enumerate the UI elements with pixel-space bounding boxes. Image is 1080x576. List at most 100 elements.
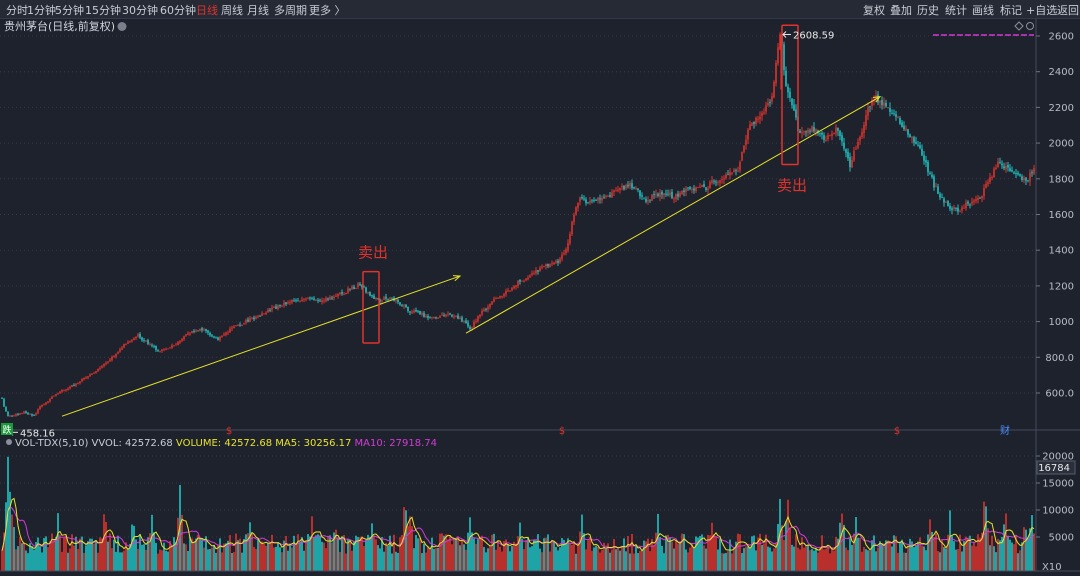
volume-bar [411, 526, 413, 571]
volume-bar [307, 534, 309, 571]
volume-bar [267, 543, 269, 571]
volume-bar [829, 553, 831, 571]
volume-bar [217, 545, 219, 571]
volume-bar [583, 533, 585, 571]
volume-bar [569, 543, 571, 571]
candle-body [611, 192, 613, 198]
candle-body [147, 340, 149, 345]
candle-body [61, 390, 63, 392]
candle-body [457, 315, 459, 319]
candle-body [519, 279, 521, 282]
candle-body [727, 173, 729, 175]
tool-button-2[interactable]: 历史 [917, 4, 939, 17]
volume-bar [485, 552, 487, 571]
candle-body [643, 197, 645, 199]
candle-body [605, 196, 607, 198]
volume-bar [647, 538, 649, 571]
tool-button-3[interactable]: 统计 [945, 4, 967, 17]
volume-bar [701, 534, 703, 571]
period-tab-0[interactable]: 分时 [6, 4, 28, 17]
candle-body [623, 185, 625, 190]
period-tab-10[interactable]: 更多 〉 [309, 4, 346, 17]
volume-bar [291, 547, 293, 571]
volume-bar [751, 536, 753, 571]
tool-button-7[interactable]: 返回 [1057, 4, 1079, 17]
volume-bar [247, 533, 249, 571]
volume-bar [383, 551, 385, 571]
volume-bar [667, 534, 669, 571]
volume-bar [467, 532, 469, 571]
candle-body [779, 34, 781, 49]
volume-bar [679, 542, 681, 571]
volume-bar [101, 538, 103, 571]
volume-bar [925, 550, 927, 571]
volume-bar [965, 536, 967, 571]
candle-body [109, 359, 111, 362]
volume-bar [337, 537, 339, 571]
period-tab-7[interactable]: 周线 [221, 4, 243, 17]
volume-bar [19, 536, 21, 571]
candle-body [283, 302, 285, 306]
volume-bar [793, 546, 795, 571]
period-tab-8[interactable]: 月线 [247, 4, 269, 17]
candle-body [259, 315, 261, 317]
volume-bar [669, 537, 671, 571]
volume-bar [477, 539, 479, 571]
tool-button-5[interactable]: 标记 [1000, 4, 1022, 17]
volume-bar [909, 538, 911, 571]
volume-bar [157, 553, 159, 571]
volume-bar [1019, 550, 1021, 571]
period-tab-2[interactable]: 5分钟 [55, 4, 84, 17]
volume-bar [517, 536, 519, 571]
period-tab-3[interactable]: 15分钟 [85, 4, 121, 17]
period-tab-5[interactable]: 60分钟 [160, 4, 196, 17]
volume-bar [881, 543, 883, 571]
candle-body [49, 398, 51, 402]
period-tab-4[interactable]: 30分钟 [122, 4, 158, 17]
price-tick-label: 1600 [1049, 210, 1074, 221]
candle-body [133, 338, 135, 341]
volume-bar [119, 552, 121, 571]
candle-body [667, 193, 669, 195]
candle-body [1001, 163, 1003, 166]
candle-body [737, 170, 739, 172]
candle-body [771, 95, 773, 102]
candlesticks [1, 32, 1035, 417]
candle-body [397, 299, 399, 302]
volume-bar [931, 531, 933, 571]
candle-body [607, 196, 609, 197]
candle-body [415, 310, 417, 312]
candle-body [691, 189, 693, 191]
volume-bar [55, 536, 57, 571]
candle-body [13, 415, 15, 417]
volume-bar [353, 541, 355, 571]
period-tab-1[interactable]: 1分钟 [27, 4, 56, 17]
volume-bar [699, 536, 701, 571]
volume-ma5-line [1, 497, 1035, 552]
candle-body [429, 317, 431, 319]
candle-body [25, 411, 27, 413]
tool-button-0[interactable]: 复权 [863, 4, 885, 17]
tool-button-4[interactable]: 画线 [972, 4, 994, 17]
tool-button-6[interactable]: +自选 [1026, 4, 1058, 17]
volume-bar [35, 542, 37, 571]
volume-bar [471, 532, 473, 571]
volume-bar [535, 540, 537, 571]
candle-body [149, 344, 151, 346]
volume-bar [469, 517, 471, 571]
candle-body [383, 297, 385, 300]
candle-body [799, 130, 801, 133]
volume-bar [563, 539, 565, 571]
candle-body [707, 188, 709, 191]
candle-body [301, 299, 303, 302]
candle-body [663, 193, 665, 196]
period-tab-9[interactable]: 多周期 [274, 4, 307, 17]
candle-body [721, 179, 723, 180]
volume-bar [833, 550, 835, 571]
period-tab-6[interactable]: 日线 [196, 4, 218, 17]
tool-button-1[interactable]: 叠加 [890, 4, 912, 17]
volume-bar [873, 535, 875, 571]
candle-body [425, 315, 427, 318]
volume-bar [997, 538, 999, 571]
